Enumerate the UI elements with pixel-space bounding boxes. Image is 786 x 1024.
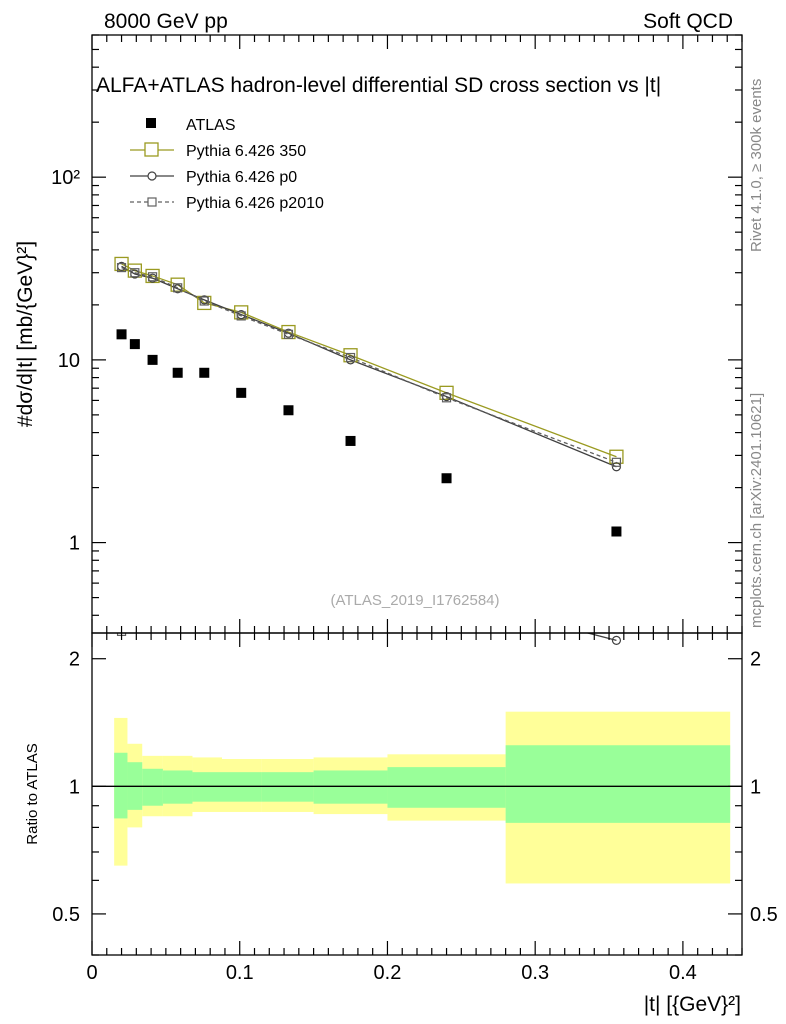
point-pythia-6-426-p2010-9 bbox=[611, 457, 622, 467]
ratio-point-pythia-6-426-p0-3 bbox=[174, 588, 182, 596]
series-line-pythia-6-426-350 bbox=[121, 263, 617, 458]
point-pythia-6-426-p2010-7 bbox=[345, 352, 356, 363]
ratio-point-pythia-6-426-p2010-5 bbox=[237, 604, 245, 612]
stat-uncertainty-band-3 bbox=[162, 770, 193, 804]
ratio-point-pythia-6-426-350-6 bbox=[282, 598, 295, 611]
ratio-point-pythia-6-426-p0-5 bbox=[237, 601, 245, 609]
point-pythia-6-426-p2010-3 bbox=[173, 283, 183, 293]
point-pythia-6-426-p2010-0 bbox=[116, 262, 127, 273]
legend: ATLAS Pythia 6.426 350 Pythia 6.426 p0 P… bbox=[130, 117, 324, 212]
point-atlas-7 bbox=[345, 435, 356, 446]
legend-marker-pythia-350 bbox=[144, 142, 159, 157]
ratio-point-pythia-6-426-p2010-2 bbox=[149, 590, 157, 598]
x-axis-label: |t| [{GeV}²] bbox=[644, 993, 741, 1016]
ratio-point-pythia-6-426-p2010-4 bbox=[200, 616, 208, 624]
point-pythia-6-426-350-3 bbox=[170, 277, 185, 292]
analysis-id-watermark: (ATLAS_2019_I1762584) bbox=[330, 592, 499, 609]
series-line-pythia-6-426-p2010 bbox=[121, 266, 617, 463]
y-tick-label-0: 1 bbox=[69, 533, 80, 555]
point-atlas-9 bbox=[611, 526, 622, 537]
ratio-point-pythia-6-426-p2010-3 bbox=[174, 585, 182, 593]
main-series bbox=[114, 256, 624, 537]
rivet-version-label: Rivet 4.1.0, ≥ 300k events bbox=[748, 79, 765, 252]
point-pythia-6-426-p2010-1 bbox=[130, 268, 140, 278]
legend-label-pythia-p2010: Pythia 6.426 p2010 bbox=[186, 195, 324, 212]
point-atlas-4 bbox=[199, 367, 210, 378]
y-tick-label-1: 10 bbox=[58, 350, 80, 372]
point-pythia-6-426-p2010-5 bbox=[236, 311, 246, 321]
ratio-point-pythia-6-426-350-5 bbox=[235, 593, 248, 606]
point-pythia-6-426-p2010-2 bbox=[147, 272, 158, 282]
ratio-tick-label-left-0: 0.5 bbox=[52, 904, 80, 926]
ratio-tick-label-right-1: 1 bbox=[750, 776, 761, 798]
point-pythia-6-426-p2010-4 bbox=[199, 296, 209, 306]
legend-entry-pythia-350: Pythia 6.426 350 bbox=[130, 142, 306, 160]
stat-uncertainty-band-2 bbox=[142, 768, 163, 806]
ratio-point-pythia-6-426-p0-9 bbox=[611, 635, 622, 645]
category-label: Soft QCD bbox=[643, 10, 733, 33]
ratio-point-pythia-6-426-350-3 bbox=[171, 575, 184, 588]
point-pythia-6-426-p2010-8 bbox=[441, 393, 452, 403]
ratio-tick-label-right-0: 0.5 bbox=[750, 904, 778, 926]
ratio-point-pythia-6-426-350-2 bbox=[146, 585, 159, 598]
ratio-point-pythia-6-426-p2010-1 bbox=[131, 617, 139, 625]
ratio-point-pythia-6-426-p2010-6 bbox=[284, 606, 292, 614]
ratio-point-pythia-6-426-p0-6 bbox=[284, 604, 292, 612]
ratio-series bbox=[116, 575, 623, 645]
point-atlas-6 bbox=[283, 405, 294, 416]
point-atlas-3 bbox=[172, 367, 183, 378]
stat-uncertainty-band-8 bbox=[387, 767, 506, 808]
point-atlas-0 bbox=[116, 329, 127, 340]
mcplots-source-label: mcplots.cern.ch [arXiv:2401.10621] bbox=[748, 393, 765, 628]
y-tick-label-2: 10² bbox=[51, 167, 80, 189]
legend-entry-pythia-p2010: Pythia 6.426 p2010 bbox=[130, 195, 324, 212]
legend-label-pythia-p0: Pythia 6.426 p0 bbox=[186, 169, 297, 186]
ratio-uncertainty-bands bbox=[114, 711, 731, 884]
point-atlas-2 bbox=[147, 354, 158, 365]
point-pythia-6-426-350-8 bbox=[439, 385, 454, 401]
ratio-point-pythia-6-426-350-4 bbox=[198, 618, 211, 631]
point-atlas-1 bbox=[129, 339, 140, 350]
stat-uncertainty-band-9 bbox=[505, 745, 731, 823]
ratio-tick-label-left-2: 2 bbox=[69, 649, 80, 671]
ratio-tick-label-left-1: 1 bbox=[69, 776, 80, 798]
ratio-point-pythia-6-426-p2010-9 bbox=[612, 622, 620, 630]
ratio-point-pythia-6-426-p0-4 bbox=[200, 613, 208, 621]
series-line-pythia-6-426-p0 bbox=[121, 265, 617, 468]
legend-marker-pythia-p2010 bbox=[147, 197, 157, 207]
plot-title: ALFA+ATLAS hadron-level differential SD … bbox=[96, 74, 661, 97]
point-pythia-6-426-p2010-6 bbox=[283, 329, 294, 339]
y-axis-label: #dσ/d|t| [mb/{GeV}²] bbox=[14, 241, 37, 427]
ratio-point-pythia-6-426-350-9 bbox=[610, 606, 623, 619]
legend-label-pythia-350: Pythia 6.426 350 bbox=[186, 143, 306, 160]
x-tick-label-1: 0.1 bbox=[226, 962, 254, 984]
point-atlas-8 bbox=[441, 473, 452, 484]
ratio-point-pythia-6-426-p0-1 bbox=[131, 620, 139, 628]
x-tick-label-2: 0.2 bbox=[374, 962, 402, 984]
legend-marker-pythia-p0 bbox=[147, 171, 157, 181]
legend-entry-atlas: ATLAS bbox=[146, 117, 236, 134]
legend-marker-atlas bbox=[146, 118, 156, 128]
axis-ticks: 0 0.1 0.2 0.3 0.4 1 10 10² 0.5 0.5 1 1 2 2 bbox=[51, 34, 778, 984]
stat-uncertainty-band-0 bbox=[114, 752, 128, 819]
ratio-point-pythia-6-426-p0-2 bbox=[149, 593, 157, 601]
ratio-axis-label: Ratio to ATLAS bbox=[24, 743, 41, 844]
x-tick-label-3: 0.3 bbox=[521, 962, 549, 984]
ratio-point-pythia-6-426-350-1 bbox=[128, 610, 141, 623]
x-tick-label-4: 0.4 bbox=[669, 962, 697, 984]
energy-label: 8000 GeV pp bbox=[104, 10, 228, 33]
ratio-tick-label-right-2: 2 bbox=[750, 649, 761, 671]
stat-uncertainty-band-7 bbox=[313, 770, 388, 804]
point-atlas-5 bbox=[236, 387, 247, 398]
legend-entry-pythia-p0: Pythia 6.426 p0 bbox=[130, 169, 297, 186]
x-tick-label-0: 0 bbox=[86, 962, 97, 984]
legend-label-atlas: ATLAS bbox=[186, 117, 236, 134]
